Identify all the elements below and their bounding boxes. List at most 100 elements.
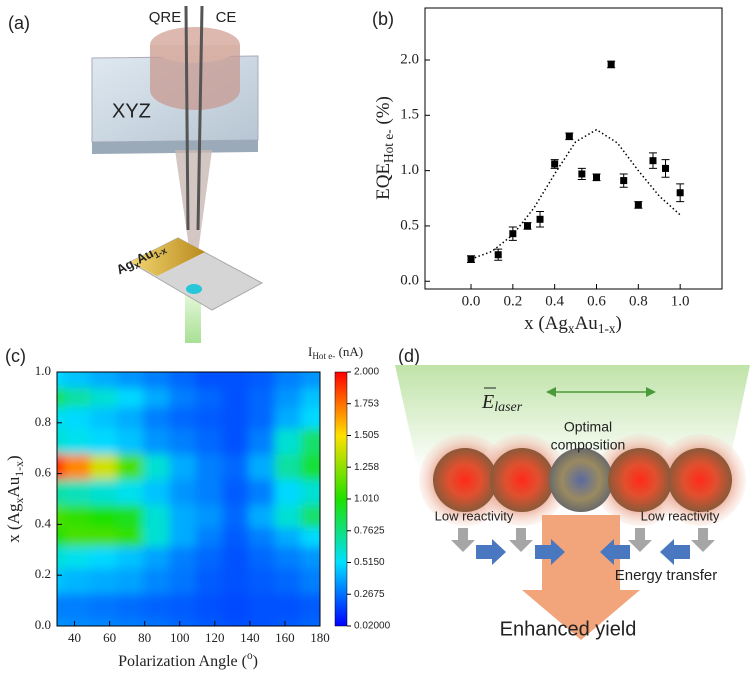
data-point bbox=[509, 230, 517, 238]
label-sub: Hot e- bbox=[381, 129, 396, 163]
transfer-arrows bbox=[476, 539, 690, 565]
data-point bbox=[620, 177, 628, 185]
data-point bbox=[551, 160, 559, 168]
label-sub: x bbox=[12, 498, 26, 504]
label-text: (%) bbox=[373, 96, 394, 129]
right-arrow bbox=[535, 539, 565, 565]
cell-top bbox=[150, 27, 240, 63]
ce-label: CE bbox=[216, 9, 237, 26]
center-label: Optimal bbox=[564, 419, 612, 435]
data-point bbox=[536, 215, 544, 223]
left-arrow bbox=[660, 539, 690, 565]
particle bbox=[433, 448, 497, 512]
y-axis-label: EQEHot e- (%) bbox=[373, 96, 396, 200]
data-point bbox=[662, 164, 670, 172]
plot-frame bbox=[424, 7, 723, 290]
sample-text: Ag bbox=[114, 256, 136, 277]
data-point bbox=[607, 60, 615, 68]
x-axis-label: x (AgxAu1-x) bbox=[524, 313, 622, 336]
x-tick-label: 0.4 bbox=[545, 293, 564, 309]
y-tick-label: 0.0 bbox=[35, 617, 51, 632]
label-text: (nA) bbox=[335, 344, 363, 359]
qre-electrode bbox=[184, 5, 190, 231]
note: Low reactivity bbox=[435, 508, 514, 523]
colorbar-tick-label: 0.2675 bbox=[354, 589, 385, 600]
panel-d: (d) Elaser Optimal composition Low react… bbox=[395, 346, 750, 640]
label-text: ) bbox=[4, 455, 23, 461]
data-point bbox=[523, 222, 531, 230]
pipette-tip bbox=[175, 150, 212, 282]
x-tick-label: 0.8 bbox=[629, 293, 648, 309]
y-tick-label: 0.4 bbox=[35, 515, 52, 530]
data-point bbox=[565, 132, 573, 140]
label-text: x (Ag bbox=[4, 503, 23, 543]
particle bbox=[608, 448, 672, 512]
sample-text: Au bbox=[134, 246, 156, 267]
label-sub: 1-x bbox=[12, 461, 26, 477]
x-tick-label: 160 bbox=[275, 630, 295, 645]
data-point bbox=[578, 170, 586, 178]
panel-label: (d) bbox=[398, 346, 420, 366]
y-tick-label: 1.5 bbox=[400, 107, 419, 123]
field-label: Elaser bbox=[481, 391, 523, 416]
note: Low reactivity bbox=[641, 508, 720, 523]
panel-label: (c) bbox=[5, 346, 26, 366]
label-text: I bbox=[308, 344, 312, 359]
stage-label: XYZ bbox=[112, 100, 151, 122]
colorbar-tick-label: 1.505 bbox=[354, 430, 379, 441]
label-text: Polarization Angle ( bbox=[118, 653, 247, 670]
label-sup: o bbox=[247, 650, 253, 662]
center-label: composition bbox=[551, 437, 626, 453]
sample-label: AgxAu1-x bbox=[114, 240, 169, 280]
colorbar-tick-label: 1.258 bbox=[354, 462, 379, 473]
ce-electrode bbox=[196, 5, 204, 231]
label-text: x (Ag bbox=[524, 313, 568, 334]
data-point bbox=[676, 189, 684, 197]
y-tick-label: 0.8 bbox=[35, 414, 51, 429]
y-axis-label: x (AgxAu1-x) bbox=[4, 455, 26, 542]
label-text: ) bbox=[616, 313, 622, 334]
y-tick-label: 1.0 bbox=[400, 162, 419, 178]
down-arrow bbox=[691, 528, 715, 552]
colorbar-tick-label: 2.000 bbox=[354, 367, 379, 378]
panel-b: (b) x (AgxAu1-x) EQEHot e- (%) 0.0 0.2 0.4… bbox=[372, 7, 723, 336]
colorbar-tick-label: 0.5150 bbox=[354, 557, 385, 568]
colorbar bbox=[334, 371, 348, 627]
x-tick-label: 120 bbox=[205, 630, 225, 645]
label-sub: Hot e- bbox=[312, 351, 335, 361]
data-point bbox=[494, 251, 502, 259]
field-sub: laser bbox=[494, 400, 523, 415]
heat-cell bbox=[300, 372, 320, 389]
down-arrow bbox=[628, 528, 652, 552]
x-tick-label: 60 bbox=[103, 630, 116, 645]
panel-c: (c) Polarization Angle (o) x (AgxAu1-x) … bbox=[4, 344, 391, 670]
x-tick-label: 80 bbox=[138, 630, 151, 645]
data-point bbox=[467, 255, 475, 263]
gray-arrows bbox=[451, 528, 715, 552]
label-text: Au bbox=[575, 313, 599, 334]
heatmap-cells bbox=[57, 372, 320, 626]
transfer-label: Energy transfer bbox=[615, 567, 718, 584]
y-tick-label: 0.0 bbox=[400, 273, 419, 289]
particle bbox=[490, 448, 554, 512]
y-tick-label: 0.2 bbox=[35, 566, 51, 581]
label-text: EQE bbox=[373, 163, 394, 200]
colorbar-tick-label: 0.7625 bbox=[354, 525, 385, 536]
arrow-head bbox=[646, 387, 656, 397]
x-tick-label: 0.0 bbox=[462, 293, 481, 309]
x-tick-label: 40 bbox=[68, 630, 81, 645]
x-tick-label: 100 bbox=[170, 630, 190, 645]
x-tick-label: 180 bbox=[310, 630, 330, 645]
data-point bbox=[649, 157, 657, 165]
data-point bbox=[634, 201, 642, 209]
label-text: ) bbox=[253, 653, 258, 670]
particles bbox=[419, 434, 746, 526]
plot-frame bbox=[56, 371, 321, 627]
data-point bbox=[593, 173, 601, 181]
panel-a: (a) QRE CE XYZ AgxAu1-x bbox=[8, 5, 264, 343]
cell-body bbox=[150, 45, 240, 110]
qre-label: QRE bbox=[149, 9, 182, 26]
stage-edge bbox=[92, 140, 258, 154]
left-arrow bbox=[600, 539, 630, 565]
label-sub: x bbox=[568, 321, 575, 336]
